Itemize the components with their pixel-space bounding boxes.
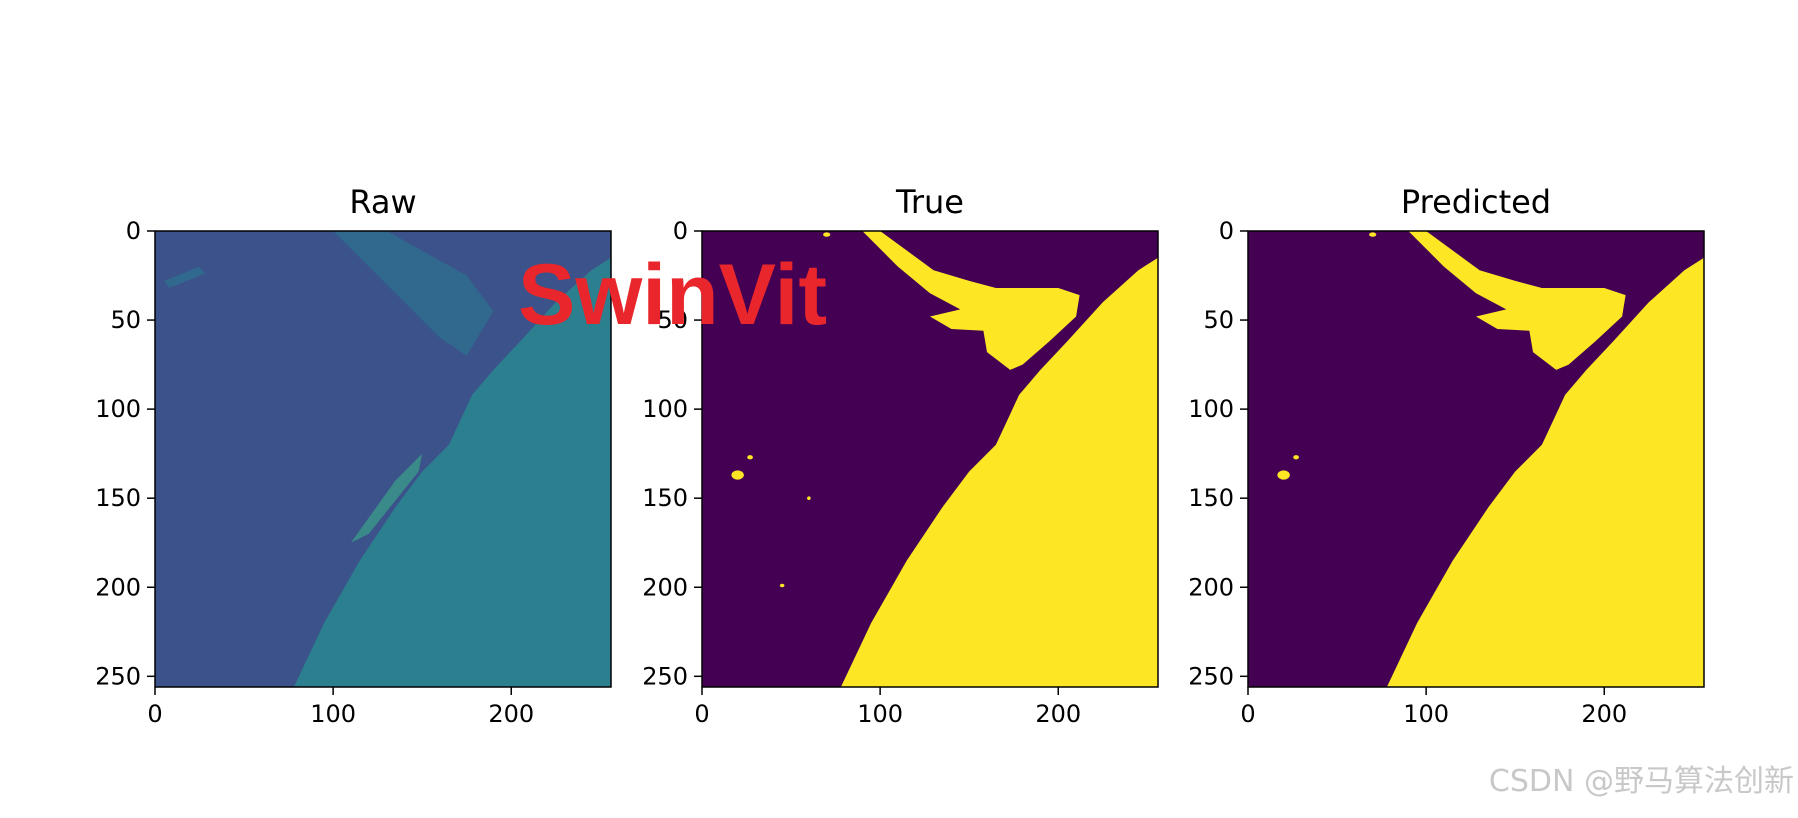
y-tick-label: 200 <box>95 573 141 601</box>
y-tick-label: 100 <box>95 395 141 423</box>
x-tick-label: 0 <box>147 700 162 728</box>
x-tick-label: 100 <box>857 700 903 728</box>
panel-true: True 0 100 200 0 50 100 150 200 250 <box>642 183 1159 728</box>
y-tick-label: 250 <box>642 662 688 690</box>
river-plume <box>333 231 494 356</box>
panel-title: True <box>895 183 964 221</box>
panel-image <box>702 231 1158 687</box>
panel-title: Predicted <box>1401 183 1551 221</box>
y-tick-label: 150 <box>1188 484 1234 512</box>
y-tick-label: 150 <box>642 484 688 512</box>
panel-predicted: Predicted 0 100 200 0 50 100 150 200 250 <box>1188 183 1705 728</box>
speck <box>823 232 831 237</box>
speck <box>807 496 811 500</box>
panel-image <box>155 231 611 687</box>
y-tick-label: 50 <box>1203 306 1234 334</box>
delta-feature <box>1408 231 1626 370</box>
y-tick-label: 200 <box>1188 573 1234 601</box>
axes-frame <box>1247 230 1705 688</box>
small-island <box>1277 470 1290 480</box>
y-tick-label: 150 <box>95 484 141 512</box>
axes-frame <box>701 230 1159 688</box>
y-tick-label: 50 <box>657 306 688 334</box>
y-tick-label: 0 <box>126 217 141 245</box>
x-tick-label: 0 <box>694 700 709 728</box>
panel-image <box>1248 231 1704 687</box>
x-tick-label: 100 <box>310 700 356 728</box>
x-tick-label: 200 <box>1035 700 1081 728</box>
delta-feature <box>862 231 1080 370</box>
x-tick-label: 100 <box>1403 700 1449 728</box>
y-tick-label: 100 <box>642 395 688 423</box>
y-tick-label: 0 <box>673 217 688 245</box>
y-tick-label: 0 <box>1219 217 1234 245</box>
watermark: CSDN @野马算法创新 <box>1488 764 1794 799</box>
small-islet <box>1293 455 1299 460</box>
overlay-title: SwinVit <box>518 247 828 343</box>
sea-region <box>293 257 611 687</box>
channel-west <box>163 266 205 288</box>
panel-raw: Raw 0 100 200 0 50 100 150 200 250 <box>95 183 612 728</box>
panel-title: Raw <box>349 183 416 221</box>
x-tick-label: 0 <box>1240 700 1255 728</box>
small-islet <box>747 455 753 460</box>
y-tick-label: 100 <box>1188 395 1234 423</box>
speck <box>1369 232 1377 237</box>
shoreline-band <box>350 453 423 543</box>
sea-region <box>1386 257 1704 687</box>
x-tick-label: 200 <box>488 700 534 728</box>
sea-region <box>840 257 1158 687</box>
x-tick-label: 200 <box>1581 700 1627 728</box>
y-tick-label: 50 <box>110 306 141 334</box>
y-tick-label: 250 <box>1188 662 1234 690</box>
y-tick-label: 200 <box>642 573 688 601</box>
axes-frame <box>154 230 612 688</box>
y-tick-label: 250 <box>95 662 141 690</box>
small-island <box>731 470 744 480</box>
speck <box>779 583 785 588</box>
